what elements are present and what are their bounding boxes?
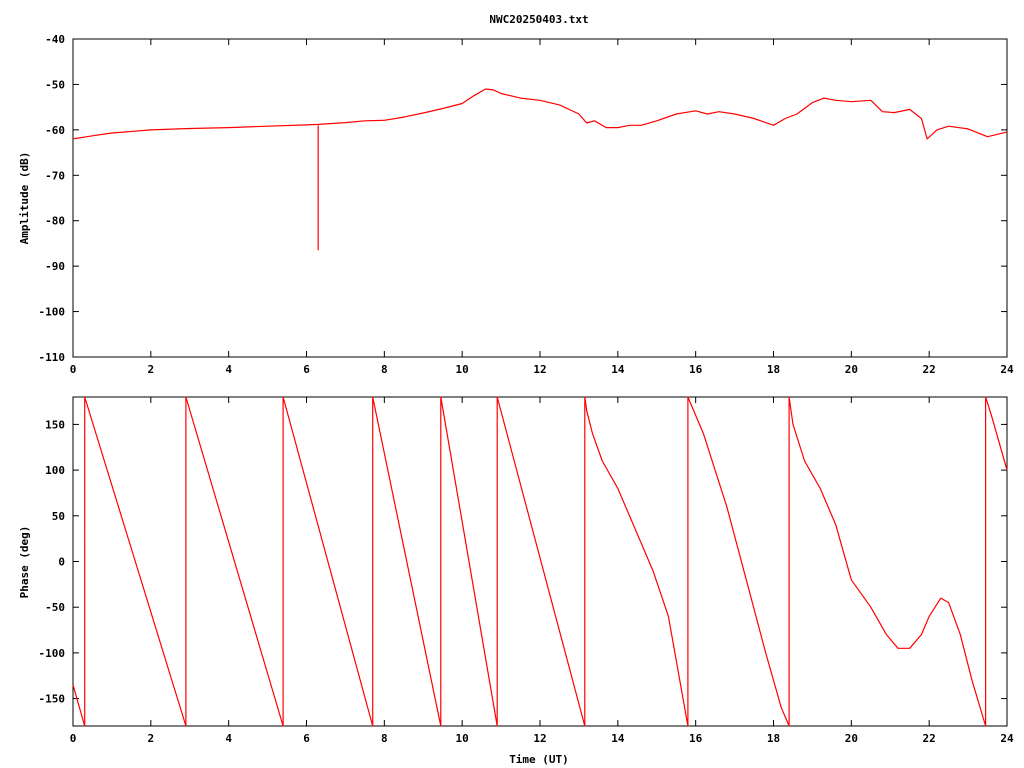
amplitude-x-tick-label: 14 bbox=[611, 363, 625, 376]
amplitude-y-tick-label: -80 bbox=[45, 215, 65, 228]
phase-x-tick-label: 8 bbox=[381, 732, 388, 745]
phase-plot-frame bbox=[72, 396, 1008, 727]
phase-y-ticks: -150 -100 -50 0 50 100 150 bbox=[39, 418, 1007, 706]
amplitude-x-tick-label: 0 bbox=[70, 363, 77, 376]
phase-y-tick-label: 50 bbox=[52, 510, 65, 523]
amplitude-x-tick-label: 24 bbox=[1000, 363, 1014, 376]
amplitude-x-ticks: 0 2 4 6 8 10 12 14 16 18 20 22 24 bbox=[70, 39, 1014, 376]
phase-y-tick-label: -50 bbox=[45, 601, 65, 614]
amplitude-series bbox=[72, 88, 1008, 251]
amplitude-x-tick-label: 4 bbox=[225, 363, 232, 376]
phase-x-tick-label: 6 bbox=[303, 732, 310, 745]
phase-panel: 0 2 4 6 8 10 12 14 16 18 20 22 24 -150-100-500501001… bbox=[18, 396, 1014, 766]
amplitude-x-tick-label: 6 bbox=[303, 363, 310, 376]
phase-series-line bbox=[72, 396, 1008, 727]
phase-y-tick-label: 100 bbox=[45, 464, 65, 477]
phase-x-tick-label: 4 bbox=[225, 732, 232, 745]
phase-x-tick-label: 16 bbox=[689, 732, 703, 745]
amplitude-x-tick-label: 12 bbox=[533, 363, 546, 376]
phase-x-tick-label: 10 bbox=[456, 732, 469, 745]
amplitude-y-tick-label: -100 bbox=[39, 306, 66, 319]
phase-x-ticks: 0 2 4 6 8 10 12 14 16 18 20 22 24 bbox=[70, 397, 1014, 745]
amplitude-x-tick-label: 10 bbox=[456, 363, 469, 376]
phase-y-tick-label: 0 bbox=[58, 556, 65, 569]
amplitude-series-line bbox=[72, 88, 1008, 140]
phase-y-tick-label: -100 bbox=[39, 647, 66, 660]
amplitude-y-tick-label: -60 bbox=[45, 124, 65, 137]
amplitude-y-tick-label: -50 bbox=[45, 78, 65, 91]
phase-x-tick-label: 24 bbox=[1000, 732, 1014, 745]
amplitude-y-axis-label: Amplitude (dB) bbox=[18, 152, 31, 245]
phase-x-tick-label: 12 bbox=[533, 732, 546, 745]
phase-x-axis-label: Time (UT) bbox=[509, 753, 569, 766]
amplitude-x-tick-label: 22 bbox=[923, 363, 936, 376]
phase-y-tick-label: -150 bbox=[39, 693, 66, 706]
phase-x-tick-label: 14 bbox=[611, 732, 625, 745]
phase-x-tick-label: 18 bbox=[767, 732, 780, 745]
phase-x-tick-label: 20 bbox=[845, 732, 858, 745]
amplitude-y-tick-label: -70 bbox=[45, 169, 65, 182]
phase-y-tick-label: 150 bbox=[45, 418, 65, 431]
amplitude-y-ticks: -110 -100 -90 -80 -70 -60 -50 -40 bbox=[39, 33, 1007, 364]
phase-y-axis-label: Phase (deg) bbox=[18, 526, 31, 599]
amplitude-x-tick-label: 20 bbox=[845, 363, 858, 376]
phase-x-tick-label: 2 bbox=[148, 732, 155, 745]
amplitude-x-tick-label: 8 bbox=[381, 363, 388, 376]
amplitude-x-tick-label: 2 bbox=[148, 363, 155, 376]
amplitude-x-tick-label: 16 bbox=[689, 363, 703, 376]
amplitude-y-tick-label: -40 bbox=[45, 33, 65, 46]
chart-title: NWC20250403.txt bbox=[489, 13, 588, 26]
amplitude-x-tick-label: 18 bbox=[767, 363, 780, 376]
amplitude-y-tick-label: -110 bbox=[39, 351, 66, 364]
phase-x-tick-label: 0 bbox=[70, 732, 77, 745]
phase-x-tick-label: 22 bbox=[923, 732, 936, 745]
amplitude-plot-frame bbox=[72, 38, 1008, 358]
phase-series bbox=[72, 396, 1008, 727]
amplitude-y-tick-label: -90 bbox=[45, 260, 65, 273]
amplitude-panel: 0 2 4 6 8 10 12 14 16 18 20 22 24 -110-100-90-80-70-… bbox=[18, 33, 1014, 376]
